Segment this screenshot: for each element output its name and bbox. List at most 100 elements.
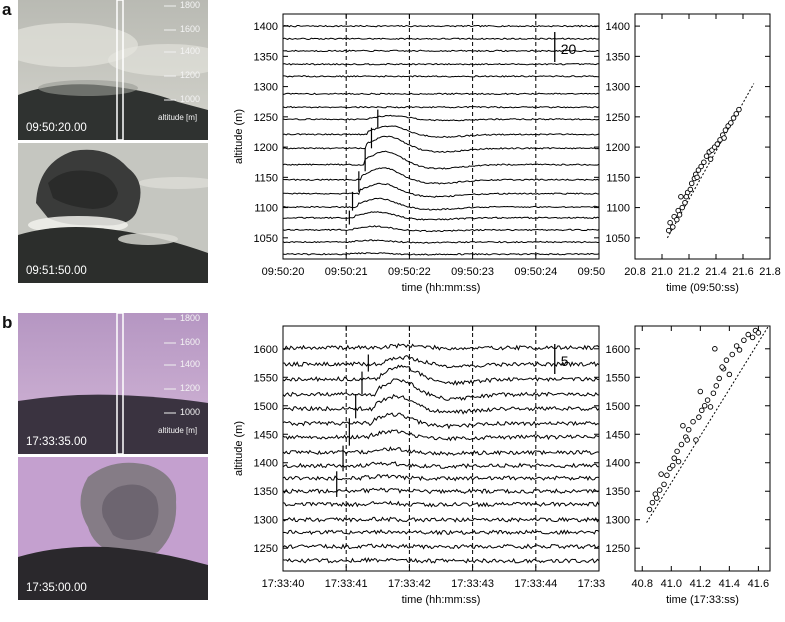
scale-unit-label: altitude [m] [158,113,198,122]
panel-letter-a: a [2,0,12,19]
x-tick-label: 21.2 [678,266,699,278]
photo-b-top-image [18,313,208,454]
altitude-trace [282,37,600,41]
y-tick-label: 1450 [254,429,278,441]
data-point [693,437,699,443]
y-tick-label: 1150 [606,172,630,184]
x-tick-label: 17:33:44 [514,578,557,590]
data-point [667,219,673,226]
data-point [729,351,736,358]
x-axis-label: time (09:50:ss) [666,282,739,294]
scatter-plot-b: 1250 1300 1350 1400 1450 1500 1550 1600 40.8 41.0… [586,313,785,622]
scale-label: 1600 [180,24,201,34]
data-point [741,337,747,343]
x-tick-label: 21.6 [732,266,753,278]
data-point [721,135,727,141]
y-tick-label: 1300 [254,515,278,527]
altitude-trace [282,516,600,523]
data-point [723,357,730,363]
altitude-trace [282,529,600,536]
altitude-trace [282,125,600,139]
data-point [678,193,684,200]
data-point [728,120,734,126]
waveform-plot-b: 1250 1300 1350 1400 1450 1500 1550 1600 17:33:40… [228,313,620,622]
data-point [676,212,683,218]
y-axis-label: altitude (m) [233,109,245,164]
data-point [703,153,710,159]
altitude-trace [282,364,600,386]
y-tick-label: 1600 [606,344,630,356]
x-axis-label: time (hh:mm:ss) [402,594,481,606]
scale-label: 1200 [180,70,201,80]
altitude-trace [282,150,600,170]
plot-frame [634,325,771,572]
y-tick-label: 1250 [606,112,630,124]
y-tick-label: 1400 [254,21,278,33]
data-point [670,224,676,230]
data-point [665,227,672,234]
altitude-trace [282,461,600,469]
altitude-trace [282,252,600,256]
plot-frame [282,325,600,572]
altitude-trace [282,355,600,369]
plot-frame [282,13,600,260]
altitude-trace [282,543,600,550]
y-tick-label: 1050 [254,233,278,245]
x-tick-label: 09:50:23 [451,266,494,278]
data-point [697,388,704,395]
y-tick-label: 1100 [254,203,278,215]
waveform-plot-a-svg: 1050 1100 1150 1200 1250 1300 1350 1400 09:50:20… [233,13,620,294]
y-tick-label: 1250 [606,543,630,555]
data-point [701,159,707,165]
scatter-plot-a-svg: 1050 1100 1150 1200 1250 1300 1350 1400 20.8 21.0… [606,13,781,294]
x-tick-label: 41.0 [661,578,682,590]
altitude-trace [282,412,600,430]
x-tick-label: 17:33:42 [388,578,431,590]
data-point [671,455,677,461]
data-point [680,422,686,429]
data-point [656,487,663,493]
volcano-photo-a-bottom: 09:51:50.00 [18,143,208,283]
scale-bar-label: 20 [561,41,577,57]
scale-label: 1800 [180,0,201,10]
data-point [661,481,667,488]
data-point [685,426,692,433]
y-tick-label: 1250 [254,112,278,124]
data-point [654,495,660,501]
y-tick-label: 1350 [606,486,630,498]
x-axis-label: time (hh:mm:ss) [402,282,481,294]
y-tick-label: 1600 [254,344,278,356]
data-point [707,156,714,162]
altitude-trace [282,446,600,457]
data-point [710,390,717,396]
photo-timestamp: 17:33:35.00 [26,436,87,448]
data-point [675,458,682,465]
data-point [699,407,705,414]
y-tick-label: 1300 [606,515,630,527]
data-point [695,167,702,173]
data-point [678,441,685,448]
altitude-trace [282,343,600,351]
volcano-photo-b-bottom: 17:35:00.00 [18,457,208,600]
data-point [694,174,700,181]
y-tick-label: 1050 [606,233,630,245]
panel-letter-b: b [2,313,13,332]
x-tick-label: 17:33:40 [262,578,305,590]
volcano-photo-b-top: 1800 1600 1400 1200 1000 altitude [m] 17… [18,313,208,454]
altitude-trace [282,393,600,415]
data-point [696,414,702,420]
data-point [713,383,720,389]
scale-label: 1600 [180,337,201,347]
y-tick-label: 1200 [254,142,278,154]
x-tick-label: 21.4 [705,266,726,278]
altitude-trace [282,225,600,233]
y-axis-label: altitude (m) [233,421,245,476]
photo-a-top-image [18,0,208,140]
data-point [749,334,756,341]
y-tick-label: 1500 [254,401,278,413]
altitude-trace [282,114,600,122]
data-point [704,397,711,403]
y-tick-label: 1400 [606,21,630,33]
x-tick-label: 40.8 [632,578,653,590]
data-point [712,346,718,352]
